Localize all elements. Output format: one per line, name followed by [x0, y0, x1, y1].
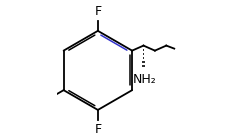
Text: F: F: [94, 123, 101, 136]
Text: NH₂: NH₂: [133, 73, 157, 86]
Text: F: F: [94, 5, 101, 18]
